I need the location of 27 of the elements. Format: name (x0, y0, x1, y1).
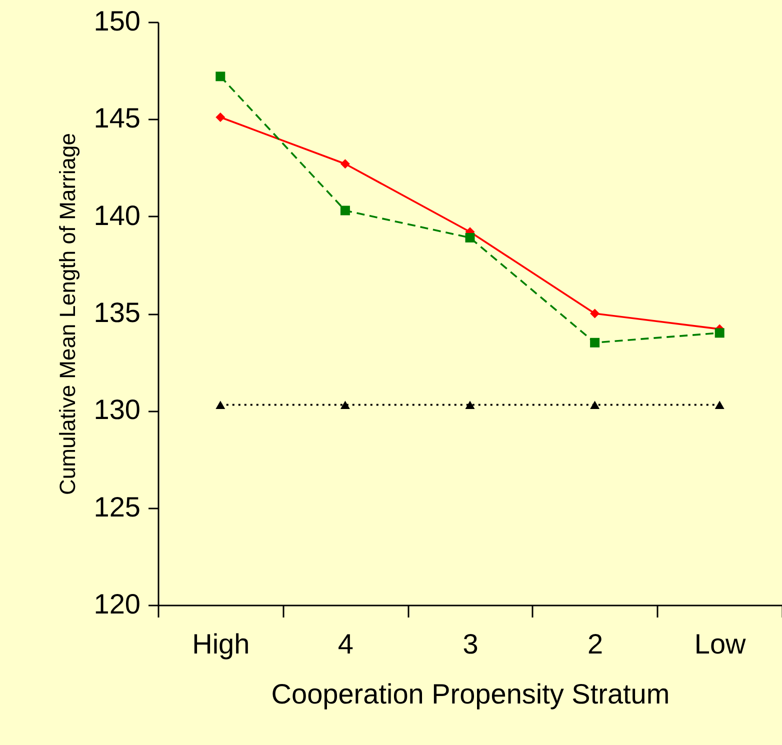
y-tick-label: 125 (94, 491, 140, 522)
y-axis-title: Cumulative Mean Length of Marriage (54, 133, 80, 495)
y-tick-label: 130 (94, 394, 140, 426)
point (216, 72, 226, 82)
point (465, 232, 475, 242)
point (590, 308, 600, 318)
point (216, 400, 226, 409)
point (216, 112, 226, 122)
y-tick-label: 150 (94, 6, 140, 36)
point (714, 328, 724, 338)
x-tick-label: 3 (462, 628, 478, 660)
point (590, 400, 600, 409)
x-tick-label: High (192, 628, 250, 660)
x-tick-label: Low (694, 628, 747, 660)
point (590, 338, 600, 348)
x-tick-label: 2 (588, 628, 604, 660)
y-tick-label: 135 (94, 297, 140, 328)
x-axis-title: Cooperation Propensity Stratum (271, 678, 670, 710)
y-tick-label: 140 (94, 200, 140, 231)
point (714, 400, 724, 409)
y-tick-label: 145 (94, 102, 140, 134)
point (465, 400, 475, 409)
point (340, 400, 350, 409)
point (340, 159, 350, 169)
x-tick-label: 4 (338, 628, 354, 660)
y-tick-label: 120 (94, 588, 140, 620)
point (340, 206, 350, 216)
